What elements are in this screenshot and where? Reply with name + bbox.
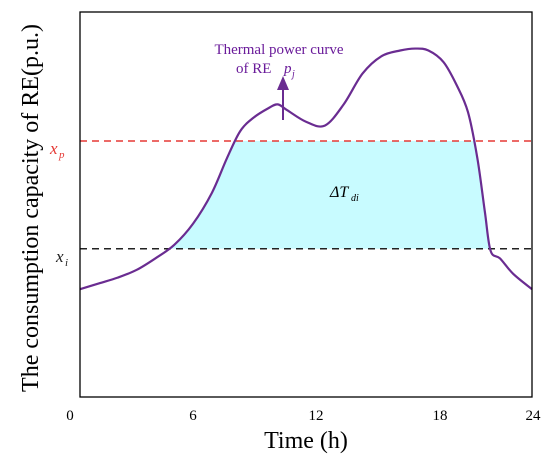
x-tick-label: 12 — [309, 408, 324, 424]
xi-label-var: x — [55, 247, 64, 266]
x-tick-label: 24 — [526, 408, 542, 424]
xi-label-sub: i — [65, 257, 68, 269]
annotation-arrow-head — [277, 76, 289, 90]
area-label-main: ΔT — [329, 184, 349, 201]
plot-frame — [79, 11, 533, 398]
area-label: ΔT di — [329, 184, 359, 204]
curve-label-var: p — [283, 61, 292, 77]
threshold-area-fill — [170, 140, 491, 249]
x-tick-label: 18 — [433, 408, 448, 424]
curve-label-line1: Thermal power curve — [214, 42, 343, 58]
xp-label-sub: p — [58, 149, 65, 161]
curve-label-line2: of RE — [236, 61, 271, 77]
xp-label-var: x — [49, 139, 58, 158]
series-line — [79, 47, 533, 291]
xp-label: x p — [49, 139, 65, 161]
area-label-sub: di — [351, 193, 359, 204]
curve-annotation: Thermal power curve of RE p j — [214, 42, 344, 120]
xi-label: x i — [55, 247, 68, 269]
x-axis-label: Time (h) — [264, 428, 348, 454]
x-tick-label: 0 — [66, 408, 74, 424]
y-axis-label: The consumption capacity of RE(p.u.) — [18, 24, 44, 392]
x-tick-label: 6 — [189, 408, 197, 424]
x-tick-labels: 0 6 12 18 24 — [66, 408, 541, 424]
curve-label-sub: j — [290, 69, 295, 80]
